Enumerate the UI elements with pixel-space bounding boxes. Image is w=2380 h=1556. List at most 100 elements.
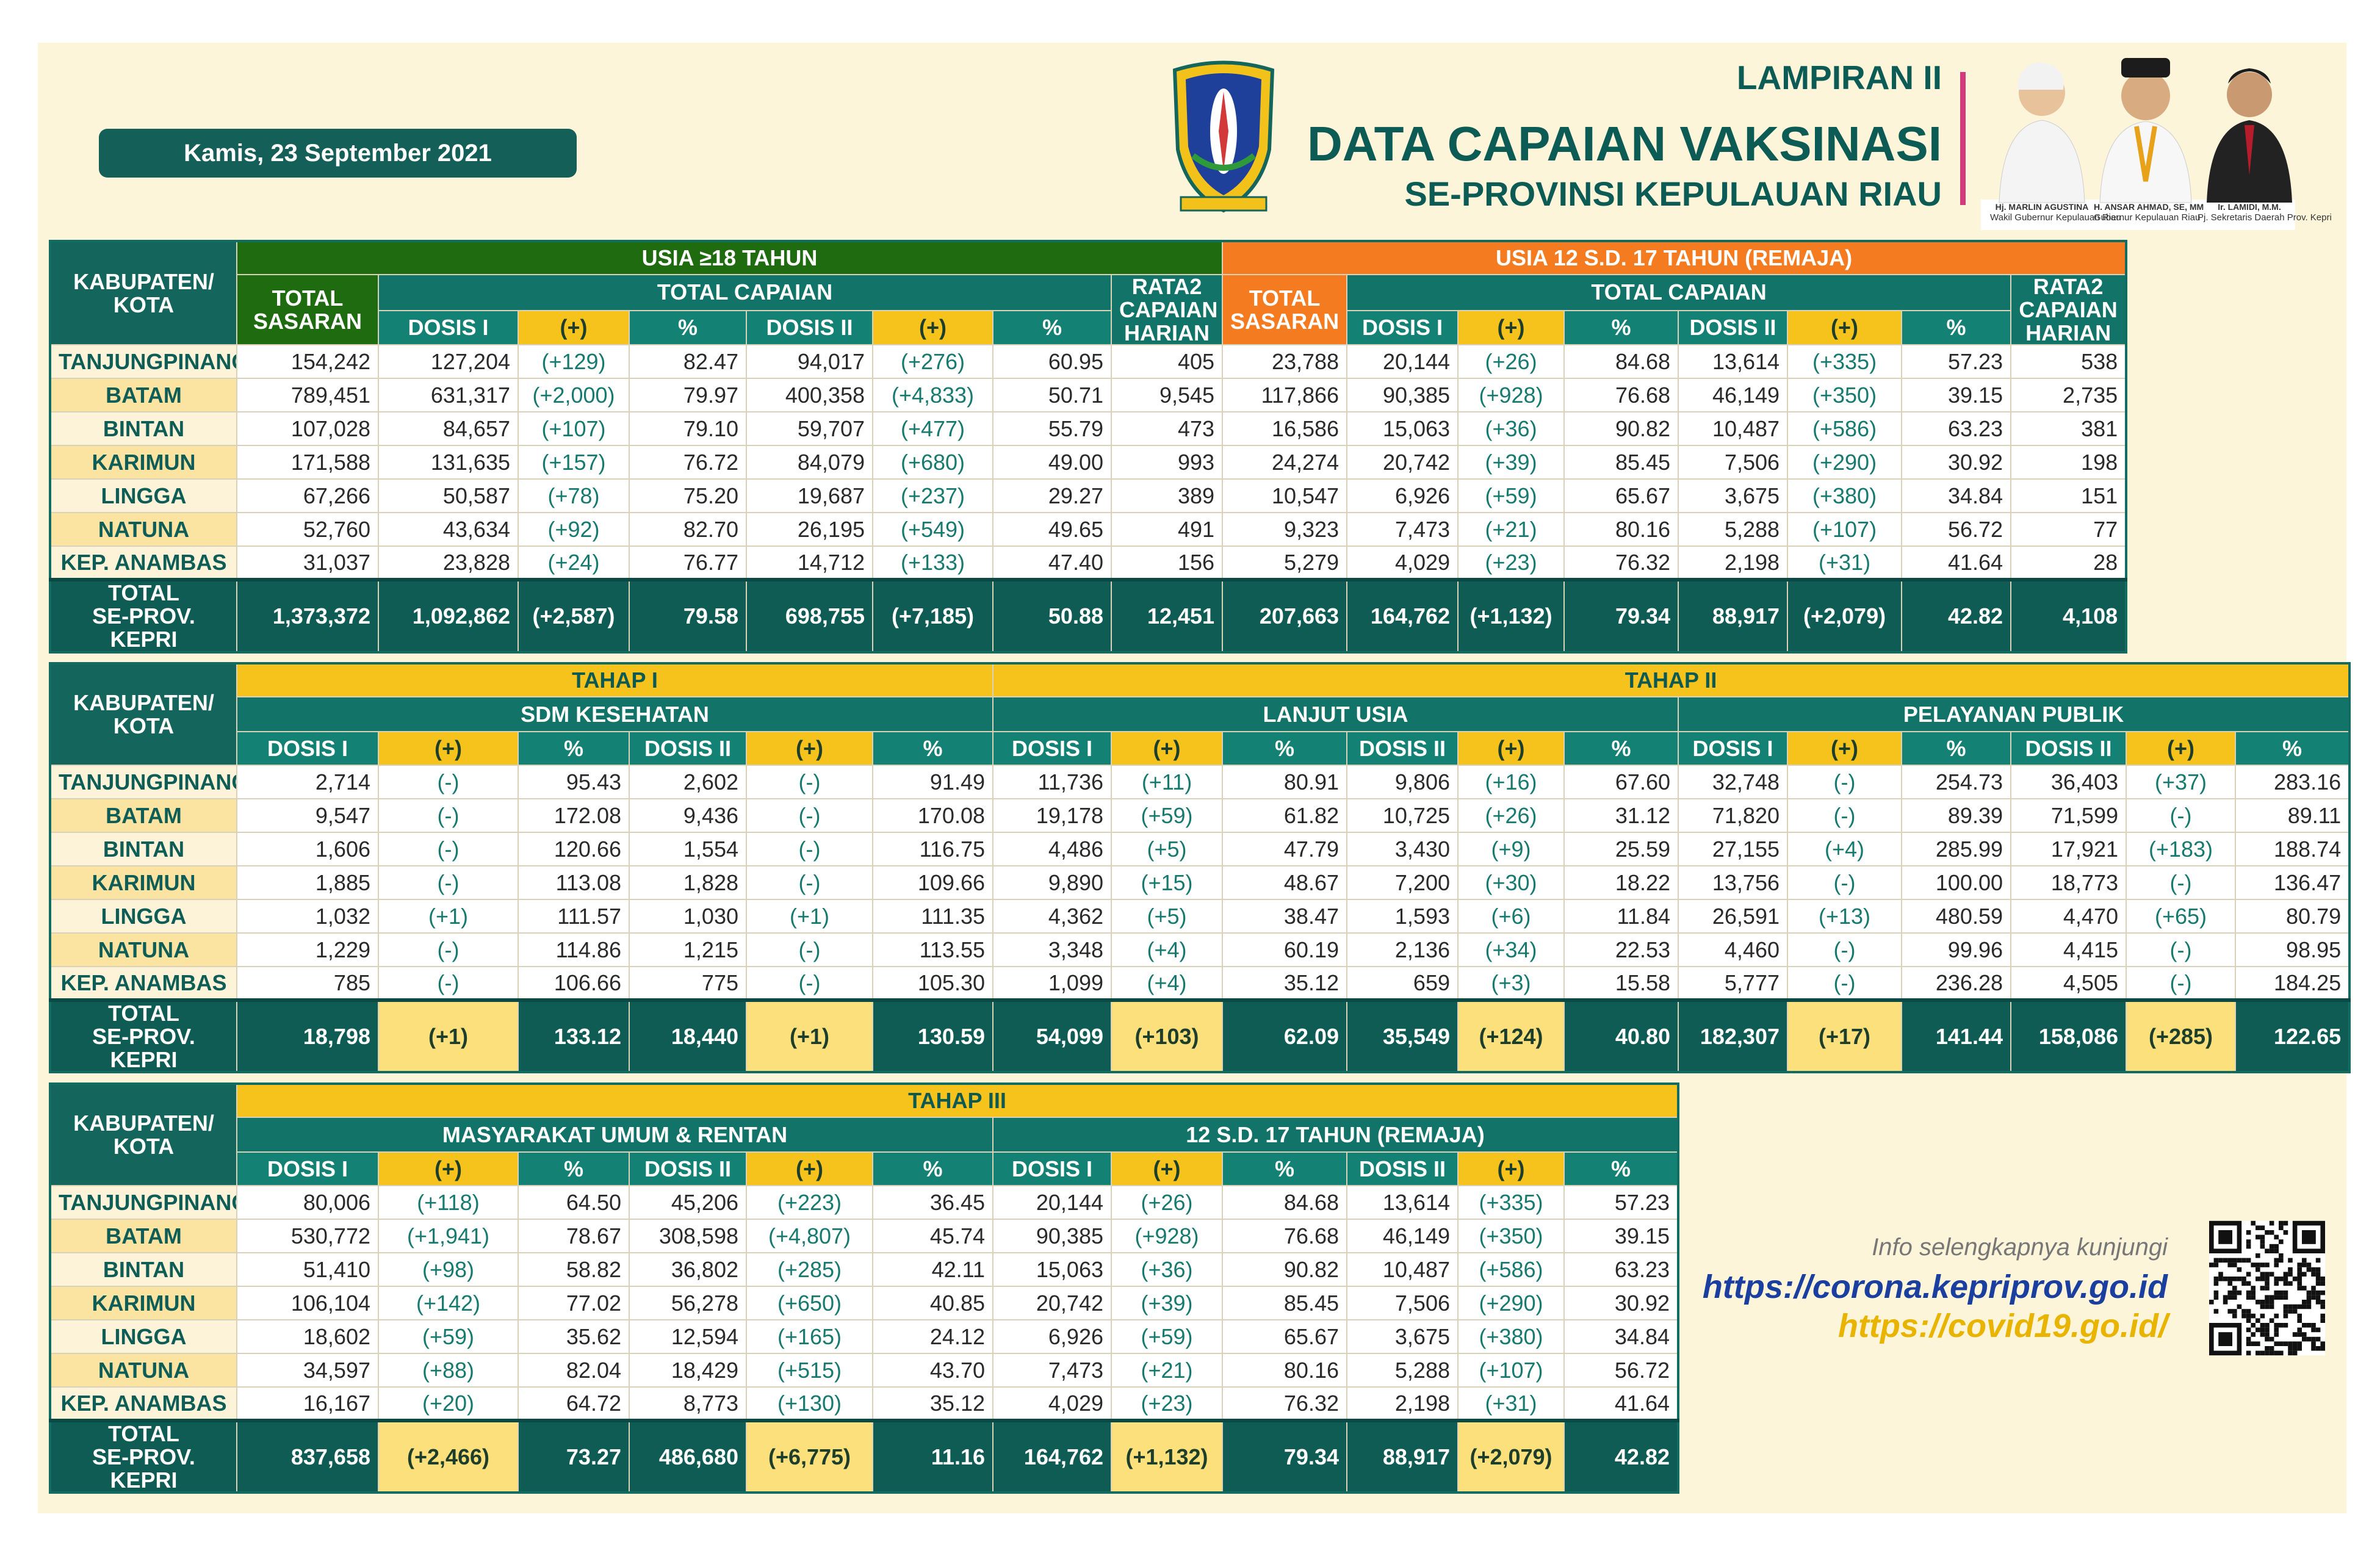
table-cell: 1,606 [236,832,379,866]
column-header: % [992,309,1112,346]
table-cell: 16,586 [1222,411,1348,447]
qr-module [2315,1267,2321,1272]
table-body: KABUPATEN/ KOTA TAHAP I TAHAP II SDM KESEHA… [49,663,2351,1073]
qr-module [2306,1304,2312,1309]
column-header: (+) [1787,309,1903,346]
table-cell: 99.96 [1901,932,2011,967]
table-row: NATUNA 34,597 (+88) 82.04 18,429 (+515) 43.70 7… [49,1353,1679,1388]
table-cell: (+276) [872,344,993,380]
table-cell: 43.70 [872,1353,993,1388]
table-cell: 60.95 [992,344,1112,380]
qr-module [2302,1272,2307,1277]
table-row: NATUNA 52,760 43,634 (+92) 82.70 26,195 (+549)… [49,512,2127,547]
column-header: DOSIS I [1678,731,1788,766]
footer-url: https://covid19.go.id/ [1837,1308,2168,1344]
table-cell: 39.15 [1901,378,2012,413]
total-cell: (+124) [1457,998,1565,1073]
qr-module [2237,1290,2242,1295]
qr-module [2283,1341,2288,1346]
table-cell: 4,029 [1346,546,1459,581]
qr-module [2265,1286,2270,1291]
total-cell: 73.27 [517,1418,630,1494]
qr-module [2274,1313,2279,1319]
table-cell: (-) [2126,966,2236,1001]
table-cell: 15.58 [1563,966,1679,1001]
qr-module [2246,1239,2251,1244]
qr-module [2241,1309,2246,1314]
total-cell: 698,755 [746,578,873,653]
table-cell: (+285) [746,1252,873,1287]
qr-module [2315,1277,2321,1281]
total-cell: 79.58 [629,578,747,653]
table-cell: 111.35 [872,899,993,934]
qr-module [2306,1262,2312,1267]
table-cell: (-) [746,932,873,967]
qr-module [2288,1350,2293,1356]
table-cell: 993 [1110,445,1224,480]
table-cell: (+4) [1111,966,1223,1001]
qr-module [2292,1350,2298,1356]
qr-module [2260,1286,2265,1291]
qr-module [2297,1304,2302,1309]
table-cell: (+59) [1111,798,1223,833]
column-header: DOSIS I [1346,309,1459,346]
qr-module [2241,1277,2246,1281]
total-cell: 79.34 [1222,1418,1347,1494]
table-body: KABUPATEN/ KOTA TAHAP III MASYARAKAT UMUM … [49,1083,1679,1494]
table-cell: 1,554 [629,832,747,866]
qr-module [2269,1304,2274,1309]
table-cell: 77.02 [517,1286,630,1320]
table-cell: 84.68 [1563,344,1679,380]
qr-module [2237,1304,2242,1309]
qr-module [2306,1336,2312,1342]
qr-module [2227,1281,2232,1286]
table-cell: 4,362 [992,899,1112,934]
table-cell: (+680) [872,445,993,480]
qr-module [2297,1277,2302,1281]
table-cell: 94,017 [746,344,873,380]
table-cell: 285.99 [1901,832,2011,866]
qr-module [2256,1225,2260,1230]
table-cell: 7,506 [1678,445,1789,480]
table-row: BATAM 530,772 (+1,941) 78.67 308,598 (+4,807)… [49,1219,1679,1253]
qr-module [2315,1290,2321,1295]
table-cell: 18,429 [629,1353,747,1388]
table-cell: 3,675 [1678,478,1789,514]
table-cell: 51,410 [236,1252,379,1287]
qr-module [2260,1327,2265,1333]
column-header: (+) [746,731,873,766]
total-cell: 1,092,862 [378,578,519,653]
table-cell: 47.40 [992,546,1112,581]
qr-module [2246,1336,2251,1342]
qr-module [2213,1262,2219,1267]
table-cell: 67,266 [236,478,379,514]
qr-module [2311,1323,2316,1328]
qr-module [2256,1318,2260,1323]
qr-module [2260,1239,2265,1244]
qr-module [2246,1318,2251,1323]
data-table: KABUPATEN/ KOTA TAHAP III MASYARAKAT UMUM … [49,1082,1679,1494]
table-cell: 76.72 [629,445,747,480]
footer-url: https://corona.kepriprov.go.id [1702,1269,2168,1305]
table-cell: 17,921 [2010,832,2127,866]
table-cell: 5,288 [1678,512,1789,547]
table-row: BINTAN 107,028 84,657 (+107) 79.10 59,707 (+47… [49,411,2127,447]
qr-module [2237,1277,2242,1281]
total-cell: (+2,466) [378,1418,519,1494]
total-cell: 35,549 [1346,998,1459,1073]
qr-module [2260,1300,2265,1305]
table-row: DOSIS I (+)% DOSIS II (+)% DOSIS I (+)% DOSIS … [50,309,2126,346]
table-cell: 34.84 [1563,1319,1679,1354]
qr-module [2256,1327,2260,1333]
qr-module [2251,1290,2256,1295]
qr-module [2279,1295,2284,1300]
table-cell: (+30) [1457,865,1565,900]
total-cell: 12,451 [1110,578,1224,653]
qr-module [2260,1323,2265,1328]
table-cell: 75.20 [629,478,747,514]
table-cell: 9,323 [1222,512,1348,547]
qr-module [2274,1341,2279,1346]
region-name: TANJUNGPINANG [49,765,237,799]
qr-module [2279,1323,2284,1328]
qr-module [2256,1234,2260,1240]
